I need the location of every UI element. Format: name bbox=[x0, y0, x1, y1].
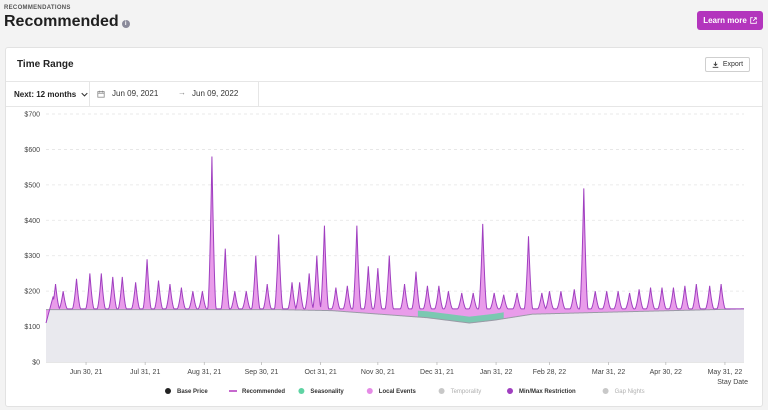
x-axis-label: Stay Date bbox=[717, 379, 748, 386]
x-axis-ticks: Jun 30, 21 Jul 31, 21 Aug 31, 21 Sep 30, 21… bbox=[70, 362, 743, 376]
y-tick-label: $100 bbox=[24, 324, 40, 331]
y-tick-label: $300 bbox=[24, 253, 40, 260]
legend-swatch bbox=[602, 388, 609, 394]
date-start-field[interactable]: Jun 09, 2021 bbox=[112, 89, 159, 98]
y-tick-label: $600 bbox=[24, 147, 40, 154]
x-tick-label: Dec 31, 21 bbox=[420, 369, 454, 376]
external-link-icon bbox=[750, 17, 757, 24]
legend-item: Base Price bbox=[165, 388, 208, 395]
legend-swatch bbox=[366, 388, 373, 394]
y-axis-ticks: $0 $100 $200 $300 $400 $500 $600 $700 bbox=[24, 112, 40, 367]
export-label: Export bbox=[722, 61, 744, 68]
learn-more-label: Learn more bbox=[703, 16, 747, 25]
x-tick-label: Apr 30, 22 bbox=[650, 369, 682, 376]
range-select-label: Next: 12 months bbox=[14, 89, 77, 99]
legend-label: Seasonality bbox=[310, 389, 344, 395]
seasonality-area bbox=[417, 310, 504, 324]
price-chart: $0 $100 $200 $300 $400 $500 $600 $700 Jun 30, 2… bbox=[24, 112, 748, 396]
local-events-area bbox=[46, 156, 744, 324]
title-row: Recommended i bbox=[4, 13, 130, 31]
range-toolbar: Next: 12 months Jun 09, 2021 → Jun 09, 2… bbox=[6, 81, 762, 107]
legend-swatch bbox=[507, 388, 513, 394]
legend-item: Temporality bbox=[438, 388, 482, 395]
legend-swatch bbox=[298, 388, 305, 394]
page-title: Recommended bbox=[4, 13, 119, 30]
date-range-picker[interactable]: Jun 09, 2021 → Jun 09, 2022 bbox=[90, 82, 259, 106]
y-tick-label: $700 bbox=[24, 112, 40, 119]
date-end-field[interactable]: Jun 09, 2022 bbox=[192, 89, 239, 98]
y-tick-label: $0 bbox=[32, 360, 40, 367]
arrow-right-icon: → bbox=[178, 88, 186, 97]
legend-label: Recommended bbox=[242, 389, 285, 395]
x-tick-label: May 31, 22 bbox=[708, 369, 743, 376]
chart-legend: Base Price Recommended Seasonality Local Ev… bbox=[165, 388, 645, 395]
section-eyebrow: RECOMMENDATIONS bbox=[4, 5, 71, 11]
x-tick-label: Aug 31, 21 bbox=[187, 369, 221, 376]
x-tick-label: Jun 30, 21 bbox=[70, 369, 103, 376]
legend-label: Min/Max Restriction bbox=[519, 389, 576, 395]
legend-label: Gap Nights bbox=[615, 389, 645, 395]
legend-label: Local Events bbox=[379, 389, 417, 395]
x-tick-label: Feb 28, 22 bbox=[533, 369, 567, 376]
learn-more-button[interactable]: Learn more bbox=[697, 11, 763, 30]
export-button[interactable]: Export bbox=[705, 57, 750, 72]
info-icon[interactable]: i bbox=[121, 20, 130, 28]
card-title: Time Range bbox=[17, 59, 74, 70]
x-tick-label: Mar 31, 22 bbox=[592, 369, 626, 376]
chevron-down-icon bbox=[81, 92, 88, 97]
recommended-line bbox=[45, 156, 744, 324]
legend-item: Gap Nights bbox=[602, 388, 645, 395]
legend-item: Local Events bbox=[366, 388, 417, 395]
legend-swatch bbox=[438, 388, 445, 394]
time-range-card: Time Range Export Next: 12 months Jun 09… bbox=[5, 47, 763, 407]
x-tick-label: Jan 31, 22 bbox=[480, 369, 513, 376]
legend-item: Seasonality bbox=[298, 388, 344, 395]
legend-item: Min/Max Restriction bbox=[507, 388, 576, 395]
legend-item: Recommended bbox=[229, 389, 285, 395]
legend-label: Temporality bbox=[451, 389, 482, 395]
download-icon bbox=[712, 61, 719, 68]
legend-swatch bbox=[165, 388, 171, 394]
y-tick-label: $200 bbox=[24, 289, 40, 296]
base-price-line bbox=[46, 308, 745, 324]
x-tick-label: Nov 30, 21 bbox=[361, 369, 395, 376]
y-tick-label: $500 bbox=[24, 182, 40, 189]
calendar-icon bbox=[97, 90, 105, 98]
x-tick-label: Oct 31, 21 bbox=[304, 369, 336, 376]
chart-areas bbox=[45, 156, 745, 362]
range-select[interactable]: Next: 12 months bbox=[6, 82, 90, 106]
legend-label: Base Price bbox=[177, 389, 208, 395]
x-tick-label: Sep 30, 21 bbox=[245, 369, 279, 376]
y-tick-label: $400 bbox=[24, 218, 40, 225]
base-price-area bbox=[46, 308, 744, 362]
x-tick-label: Jul 31, 21 bbox=[130, 369, 160, 376]
